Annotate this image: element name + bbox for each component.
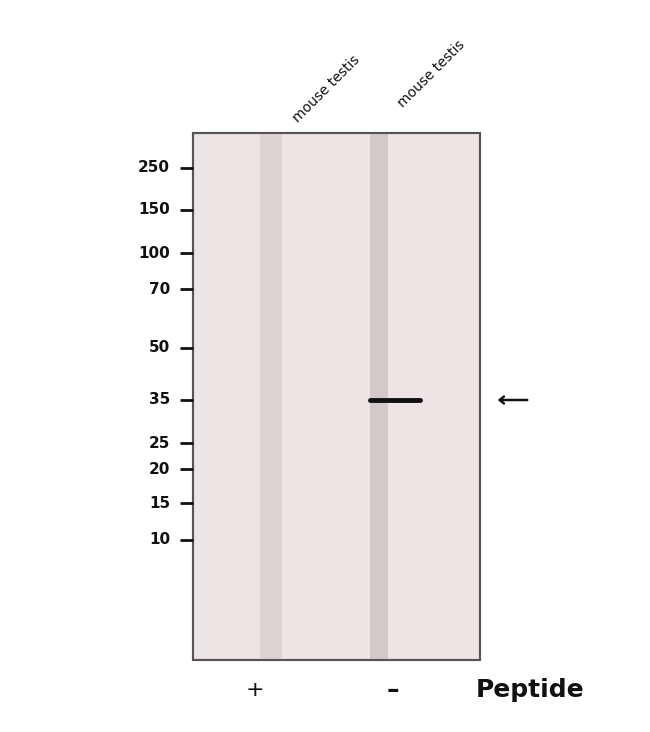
Text: 15: 15 [149, 496, 170, 510]
Text: –: – [387, 678, 399, 702]
Text: 10: 10 [149, 532, 170, 548]
Text: 35: 35 [149, 392, 170, 408]
Text: Peptide: Peptide [476, 678, 584, 702]
Text: 20: 20 [149, 461, 170, 477]
Text: 100: 100 [138, 245, 170, 261]
Bar [260, 133, 282, 660]
Text: 250: 250 [138, 160, 170, 176]
Text: 70: 70 [149, 282, 170, 296]
Text: 50: 50 [149, 340, 170, 356]
Text: mouse testis: mouse testis [395, 37, 467, 110]
Text: mouse testis: mouse testis [290, 53, 363, 125]
Bar [193, 133, 480, 660]
Text: +: + [246, 680, 265, 700]
Bar [370, 133, 388, 660]
Text: 150: 150 [138, 203, 170, 217]
Text: 25: 25 [149, 436, 170, 450]
Bar [193, 133, 480, 660]
